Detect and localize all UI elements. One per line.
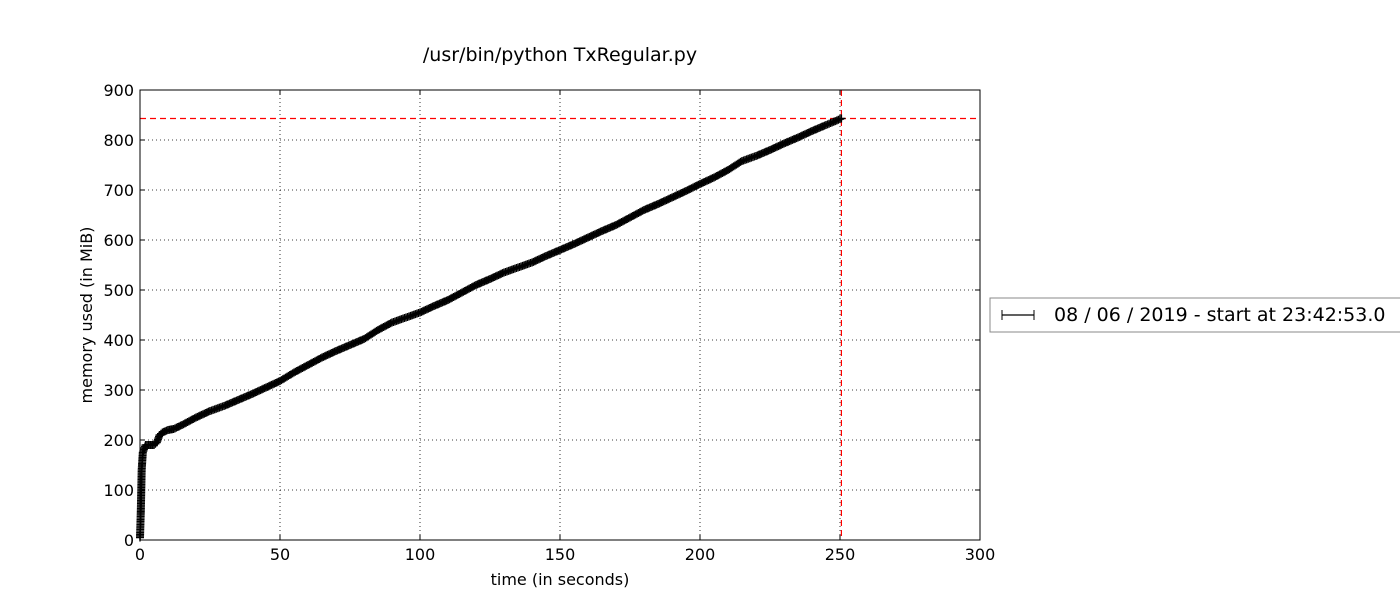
x-tick-label: 0 (135, 545, 145, 564)
data-point-marker (837, 114, 846, 123)
x-tick-label: 200 (685, 545, 716, 564)
legend: 08 / 06 / 2019 - start at 23:42:53.0 (989, 297, 1400, 333)
y-tick-label: 600 (103, 231, 134, 250)
y-axis-label: memory used (in MiB) (77, 227, 96, 404)
series-markers (136, 114, 846, 542)
y-axis-ticks: 0 100 200 300 400 500 600 700 800 900 (103, 81, 980, 550)
y-tick-label: 200 (103, 431, 134, 450)
y-tick-label: 700 (103, 181, 134, 200)
x-tick-label: 150 (545, 545, 576, 564)
legend-box (989, 297, 1400, 333)
x-axis-label: time (in seconds) (491, 570, 630, 589)
y-tick-label: 500 (103, 281, 134, 300)
y-tick-label: 100 (103, 481, 134, 500)
y-tick-label: 0 (124, 531, 134, 550)
chart-title: /usr/bin/python TxRegular.py (423, 44, 697, 66)
x-axis-ticks: 0 50 100 150 200 250 300 (135, 90, 995, 564)
x-tick-label: 250 (825, 545, 856, 564)
series-line (139, 117, 842, 538)
x-tick-label: 50 (270, 545, 290, 564)
y-tick-label: 400 (103, 331, 134, 350)
x-tick-label: 100 (405, 545, 436, 564)
legend-label: 08 / 06 / 2019 - start at 23:42:53.0 (1054, 304, 1386, 326)
y-tick-label: 800 (103, 131, 134, 150)
y-tick-label: 900 (103, 81, 134, 100)
x-tick-label: 300 (965, 545, 996, 564)
y-tick-label: 300 (103, 381, 134, 400)
grid-lines (140, 90, 980, 540)
series-layer (136, 114, 846, 542)
